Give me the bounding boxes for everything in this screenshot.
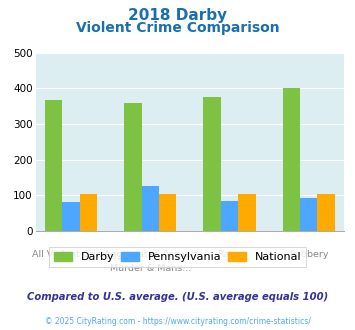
Bar [142, 186, 159, 231]
Bar [124, 103, 142, 231]
Bar [283, 88, 300, 231]
Bar [317, 194, 335, 231]
Text: Murder & Mans...: Murder & Mans... [110, 264, 191, 273]
Bar [300, 198, 317, 231]
Bar [203, 97, 221, 231]
Text: Violent Crime Comparison: Violent Crime Comparison [76, 21, 279, 35]
Legend: Darby, Pennsylvania, National: Darby, Pennsylvania, National [49, 248, 306, 267]
Text: Aggravated Assault: Aggravated Assault [104, 250, 197, 259]
Text: Robbery: Robbery [289, 250, 328, 259]
Text: 2018 Darby: 2018 Darby [128, 8, 227, 23]
Bar [238, 194, 256, 231]
Bar [62, 203, 80, 231]
Bar [45, 100, 62, 231]
Text: All Violent Crime: All Violent Crime [32, 250, 111, 259]
Bar [159, 194, 176, 231]
Text: Rape: Rape [218, 250, 242, 259]
Text: © 2025 CityRating.com - https://www.cityrating.com/crime-statistics/: © 2025 CityRating.com - https://www.city… [45, 317, 310, 326]
Text: Compared to U.S. average. (U.S. average equals 100): Compared to U.S. average. (U.S. average … [27, 292, 328, 302]
Bar [80, 194, 97, 231]
Bar [221, 201, 238, 231]
